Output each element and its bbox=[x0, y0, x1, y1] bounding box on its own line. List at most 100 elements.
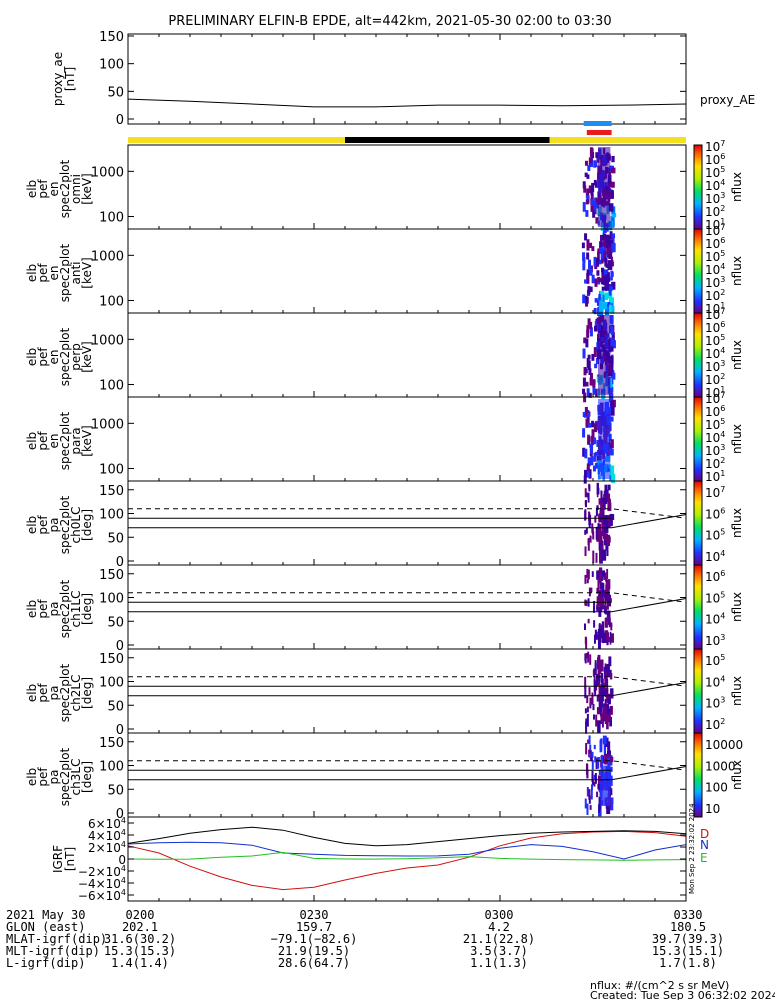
spectrogram-pixel bbox=[586, 239, 590, 249]
y-tick-label: 100 bbox=[99, 210, 124, 225]
spectrogram-pixel bbox=[607, 741, 611, 755]
spectrogram-pixel bbox=[595, 204, 599, 209]
spectrogram-pixel bbox=[592, 550, 595, 563]
spectrogram-pixel bbox=[606, 678, 609, 692]
spectrogram-pixel bbox=[584, 685, 587, 699]
spectrogram-pixel bbox=[596, 791, 599, 798]
spectrogram-pixel bbox=[584, 172, 588, 178]
spectrogram-pixel bbox=[582, 202, 586, 212]
spectrogram-pixel bbox=[595, 507, 598, 517]
y-tick-label: 50 bbox=[107, 699, 124, 714]
spectrogram-pixel bbox=[586, 764, 589, 773]
colorbar-tick-label: 106 bbox=[705, 569, 725, 584]
spectrogram-pixel bbox=[596, 257, 600, 265]
ephemeris-cell: 31.6(30.2) bbox=[104, 932, 176, 946]
figure-title: PRELIMINARY ELFIN-B EPDE, alt=442km, 202… bbox=[168, 14, 611, 29]
spectrogram-pixel bbox=[582, 181, 586, 189]
spectrogram-pixel bbox=[594, 689, 597, 696]
spectrogram-pixel bbox=[611, 340, 616, 349]
spectrogram-pixel bbox=[610, 270, 613, 281]
spectrogram-pixel bbox=[603, 715, 608, 721]
spectrogram-pixel bbox=[603, 744, 607, 757]
spectrogram-pixel bbox=[607, 240, 613, 247]
spectrogram-pixel bbox=[584, 798, 587, 809]
colorbar-tick-label: 100 bbox=[705, 781, 728, 795]
spectrogram-pixel bbox=[599, 523, 602, 535]
spectrogram-pixel bbox=[590, 755, 593, 762]
spectrogram-pixel bbox=[611, 474, 616, 483]
spectrogram-pixel bbox=[592, 210, 596, 218]
igrf-legend-e: E bbox=[700, 851, 708, 865]
spectrogram-pixel bbox=[586, 769, 589, 779]
colorbar-tick-label: 107 bbox=[705, 139, 725, 154]
ylabel-line: pef bbox=[36, 263, 50, 283]
y-tick-label: 150 bbox=[99, 736, 124, 751]
y-tick-label: −6×104 bbox=[78, 888, 126, 903]
spectrogram-pixel bbox=[591, 759, 594, 770]
ephemeris-cell: 21.9(19.5) bbox=[278, 944, 350, 958]
y-tick-label: 100 bbox=[99, 294, 124, 309]
spectrogram-dense-block bbox=[597, 399, 611, 479]
loss-cone-dashed-line bbox=[128, 760, 687, 771]
ephemeris-cell: MLT-igrf(dip) bbox=[6, 944, 100, 958]
colorbar-tick-label: 103 bbox=[705, 443, 725, 458]
spectrogram-pixel bbox=[600, 532, 603, 541]
y-tick-label: 0 bbox=[116, 807, 124, 822]
sidebar-timestamp: Mon Sep 2 23:32:02 2024 bbox=[688, 803, 696, 894]
spectrogram-pixel bbox=[601, 678, 604, 685]
colorbar-tick-label: 106 bbox=[705, 320, 725, 335]
spectrogram-pixel bbox=[605, 241, 610, 248]
ylabel-line: elb bbox=[25, 432, 39, 450]
colorbar-label: nflux bbox=[730, 424, 744, 454]
spectrogram-pixel bbox=[586, 245, 590, 251]
panel-en-anti: 1001000elbpefenspec2plotanti[keV]1011021… bbox=[25, 223, 744, 317]
colorbar-tick-label: 103 bbox=[705, 359, 725, 374]
spectrogram-pixel bbox=[598, 623, 601, 632]
spectrogram-pixel bbox=[584, 653, 587, 661]
spectrogram-pixel bbox=[594, 515, 597, 523]
spectrogram-pixel bbox=[588, 485, 591, 492]
spectrogram-pixel bbox=[584, 488, 587, 498]
spectrogram-pixel bbox=[593, 600, 596, 613]
spectrogram-pixel bbox=[584, 233, 588, 241]
spectrogram-pixel bbox=[582, 447, 586, 457]
spectrogram-pixel bbox=[586, 276, 590, 284]
spectrogram-pixel bbox=[594, 278, 598, 287]
spectrogram-pixels bbox=[582, 399, 616, 484]
spectrogram-pixel bbox=[604, 617, 608, 628]
colorbar bbox=[693, 396, 703, 482]
y-tick-label: 150 bbox=[99, 30, 124, 45]
colorbar-label: nflux bbox=[730, 676, 744, 706]
spectrogram-pixel bbox=[601, 257, 604, 264]
ephemeris-cell: 180.5 bbox=[670, 920, 706, 934]
spectrogram-pixel bbox=[608, 285, 612, 296]
spectrogram-pixel bbox=[606, 610, 611, 618]
spectrogram-pixel bbox=[600, 278, 604, 285]
ephemeris-cell: 202.1 bbox=[122, 920, 158, 934]
spectrogram-pixel bbox=[592, 704, 595, 711]
spectrogram-pixel bbox=[596, 299, 600, 306]
colorbar-tick-label: 104 bbox=[705, 430, 725, 445]
ephemeris-cell: 28.6(64.7) bbox=[278, 956, 350, 970]
colorbar-tick-label: 101 bbox=[705, 217, 725, 232]
ylabel-line: pef bbox=[36, 767, 50, 787]
spectrogram-pixel bbox=[589, 654, 592, 665]
y-tick-label: 50 bbox=[107, 85, 124, 100]
spectrogram-pixel bbox=[592, 531, 595, 540]
spectrogram-pixel bbox=[587, 318, 591, 326]
spectrogram-pixel bbox=[591, 274, 595, 284]
colorbar-tick-label: 102 bbox=[705, 717, 725, 732]
spectrogram-pixel bbox=[587, 537, 590, 551]
spectrogram-pixel bbox=[584, 500, 587, 508]
y-tick-label: 100 bbox=[99, 760, 124, 775]
spectrogram-pixel bbox=[611, 181, 615, 188]
spectrogram-pixel bbox=[593, 347, 597, 358]
spectrogram-pixel bbox=[594, 325, 598, 332]
spectrogram-pixels bbox=[584, 482, 615, 564]
spectrogram-pixel bbox=[609, 465, 615, 476]
y-tick-label: 150 bbox=[99, 484, 124, 499]
spectrogram-pixel bbox=[600, 501, 604, 510]
ylabel-line: elb bbox=[25, 348, 39, 366]
ephemeris-cell: 39.7(39.3) bbox=[652, 932, 724, 946]
